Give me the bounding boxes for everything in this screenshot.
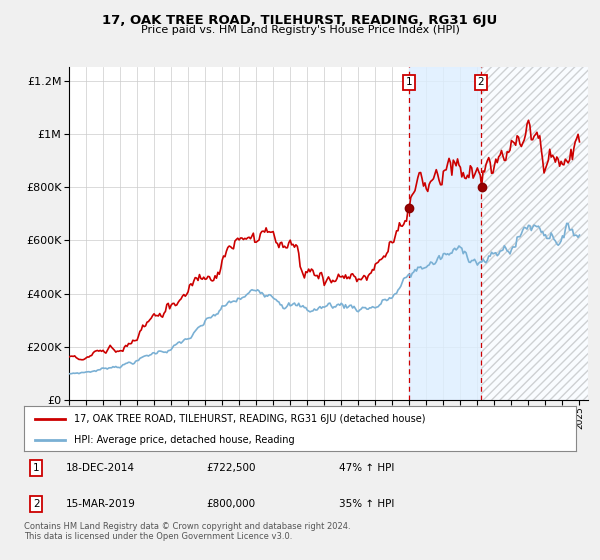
Text: 1: 1 — [406, 77, 412, 87]
Text: 17, OAK TREE ROAD, TILEHURST, READING, RG31 6JU (detached house): 17, OAK TREE ROAD, TILEHURST, READING, R… — [74, 413, 425, 423]
Text: 35% ↑ HPI: 35% ↑ HPI — [338, 499, 394, 509]
Text: 15-MAR-2019: 15-MAR-2019 — [65, 499, 135, 509]
Text: 1: 1 — [33, 463, 40, 473]
Text: Price paid vs. HM Land Registry's House Price Index (HPI): Price paid vs. HM Land Registry's House … — [140, 25, 460, 35]
Text: 2: 2 — [478, 77, 484, 87]
Text: 17, OAK TREE ROAD, TILEHURST, READING, RG31 6JU: 17, OAK TREE ROAD, TILEHURST, READING, R… — [103, 14, 497, 27]
Text: 18-DEC-2014: 18-DEC-2014 — [65, 463, 134, 473]
Text: Contains HM Land Registry data © Crown copyright and database right 2024.
This d: Contains HM Land Registry data © Crown c… — [24, 522, 350, 542]
Text: £722,500: £722,500 — [206, 463, 256, 473]
Text: £800,000: £800,000 — [206, 499, 255, 509]
Bar — [481, 67, 588, 400]
Text: HPI: Average price, detached house, Reading: HPI: Average price, detached house, Read… — [74, 435, 295, 445]
Bar — [409, 67, 481, 400]
Bar — [481, 67, 588, 400]
Bar — [481, 67, 588, 400]
Text: 47% ↑ HPI: 47% ↑ HPI — [338, 463, 394, 473]
Text: 2: 2 — [33, 499, 40, 509]
